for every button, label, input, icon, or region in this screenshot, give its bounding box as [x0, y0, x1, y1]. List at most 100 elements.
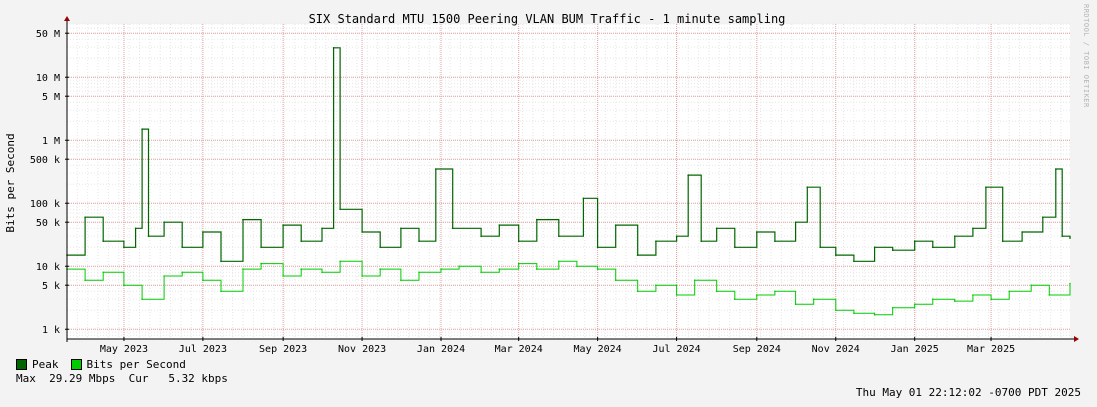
data-point — [435, 168, 437, 170]
data-point — [913, 240, 916, 242]
data-point — [853, 260, 855, 263]
data-point — [260, 246, 262, 249]
chart-title: SIX Standard MTU 1500 Peering VLAN BUM T… — [309, 12, 786, 26]
data-point — [806, 186, 809, 188]
legend-swatch-bps — [70, 359, 82, 370]
y-axis-label: Bits per Second — [4, 133, 17, 232]
x-tick-label: Nov 2023 — [338, 344, 386, 355]
data-point — [517, 262, 520, 265]
data-point — [242, 268, 244, 270]
data-point — [932, 298, 934, 301]
x-tick-labels: May 2023 Jul 2023 Sep 2023 Nov 2023 Jan 2024… — [100, 344, 1015, 355]
x-tick-label: Nov 2024 — [812, 344, 860, 355]
minor-grid — [66, 23, 1070, 340]
y-tick-label: 1 k — [42, 325, 60, 336]
data-point — [596, 268, 599, 270]
data-point — [636, 290, 639, 293]
data-point — [102, 240, 104, 242]
data-point — [498, 224, 501, 226]
y-tick-label: 50 M — [36, 29, 60, 40]
data-point — [873, 313, 876, 316]
data-point — [282, 275, 284, 277]
rrdtool-watermark: RRDTOOL / TOBI OETIKER — [1082, 4, 1090, 108]
legend-swatch-peak — [16, 359, 27, 370]
data-point — [418, 271, 420, 274]
x-tick-label: Jan 2025 — [891, 344, 939, 355]
data-point — [339, 208, 341, 211]
plot-area — [67, 24, 1070, 339]
data-point — [734, 246, 736, 249]
x-tick-label: Sep 2024 — [733, 344, 781, 355]
x-tick-label: Mar 2025 — [967, 344, 1015, 355]
data-point — [480, 235, 482, 237]
data-point — [1061, 235, 1063, 237]
data-point — [1008, 290, 1010, 293]
data-point — [693, 279, 696, 282]
data-point — [1042, 216, 1044, 218]
data-point — [990, 298, 992, 301]
data-point — [440, 268, 442, 270]
data-point — [163, 275, 165, 277]
data-point — [985, 186, 987, 188]
timestamp: Thu May 01 22:12:02 -0700 PDT 2025 — [855, 386, 1081, 399]
data-point — [361, 275, 363, 277]
data-point — [84, 216, 86, 218]
y-tick-label: 500 k — [30, 155, 60, 166]
data-point — [734, 298, 736, 301]
data-point — [458, 265, 460, 268]
data-point — [715, 290, 718, 293]
x-tick-label: May 2023 — [100, 344, 148, 355]
data-point — [1001, 240, 1004, 242]
data-point — [517, 240, 520, 242]
data-point — [596, 246, 599, 249]
data-point — [1030, 284, 1032, 287]
data-point — [891, 306, 894, 309]
data-point — [774, 290, 776, 293]
data-point — [675, 294, 678, 296]
legend: Peak Bits per Second — [16, 358, 198, 371]
data-point — [913, 303, 916, 306]
data-point — [84, 279, 86, 282]
data-point — [932, 246, 934, 249]
legend-label-bps: Bits per Second — [86, 358, 186, 371]
data-point — [835, 254, 837, 256]
x-tick-label: Jul 2023 — [179, 344, 227, 355]
data-point — [242, 218, 244, 221]
y-tick-label: 100 k — [30, 199, 60, 210]
data-point — [891, 249, 894, 251]
data-point — [1069, 237, 1071, 239]
x-axis-arrow — [1074, 336, 1079, 342]
stats-line: Max 29.29 Mbps Cur 5.32 kbps — [16, 372, 228, 385]
data-point — [181, 271, 183, 274]
data-point — [260, 262, 262, 265]
data-point — [1055, 168, 1057, 170]
data-point — [972, 294, 974, 296]
data-point — [321, 271, 323, 274]
data-point — [715, 227, 718, 230]
data-point — [480, 271, 482, 274]
data-point — [687, 174, 689, 176]
data-point — [655, 284, 657, 287]
data-point — [102, 271, 104, 274]
data-point — [181, 246, 183, 249]
data-point — [954, 300, 956, 302]
data-point — [835, 309, 837, 312]
data-point — [536, 218, 538, 221]
data-point — [558, 260, 560, 263]
x-tick-label: Mar 2024 — [495, 344, 543, 355]
data-point — [332, 47, 335, 49]
data-point — [202, 231, 204, 233]
data-point — [794, 221, 797, 223]
data-point — [576, 265, 578, 268]
data-point — [282, 224, 284, 226]
data-point — [1021, 231, 1023, 233]
y-axis-arrow — [64, 16, 70, 21]
data-point — [321, 227, 323, 230]
data-point — [418, 240, 420, 242]
data-point — [614, 279, 617, 282]
x-tick-label: Sep 2023 — [259, 344, 307, 355]
data-point — [1069, 282, 1071, 285]
data-point — [123, 284, 125, 287]
data-point — [300, 240, 303, 242]
data-point — [675, 235, 678, 237]
